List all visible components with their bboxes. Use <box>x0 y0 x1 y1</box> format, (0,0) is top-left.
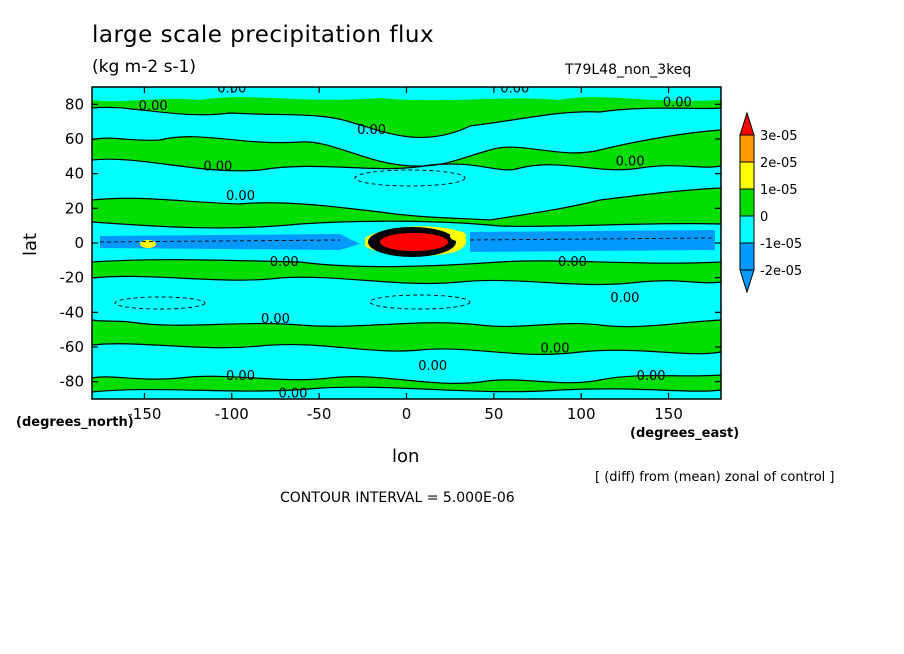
x-tick-label: -50 <box>307 405 332 423</box>
colorbar-label: -1e-05 <box>760 237 802 252</box>
y-tick-label: -20 <box>60 269 85 287</box>
colorbar-segment <box>739 215 755 244</box>
contour-label: 0.00 <box>278 387 307 402</box>
colorbar-segment <box>739 134 755 163</box>
contour-label: 0.00 <box>261 312 290 327</box>
y-tick-label: 80 <box>65 95 84 113</box>
contour-label: 0.00 <box>663 95 692 110</box>
contour-label: 0.00 <box>139 99 168 114</box>
y-tick-label: -40 <box>60 303 85 321</box>
colorbar-under-arrow <box>739 269 755 294</box>
y-tick-label: 40 <box>65 165 84 183</box>
colorbar-over-arrow <box>739 111 755 136</box>
contour-label: 0.00 <box>558 255 587 270</box>
colorbar-label: 2e-05 <box>760 156 798 171</box>
contour-label: 0.00 <box>500 81 529 96</box>
x-tick-label: 100 <box>567 405 596 423</box>
contour-lines <box>92 106 721 393</box>
x-axis-units: (degrees_east) <box>630 426 740 441</box>
plot-area: 0.00 0.00 0.00 0.00 0.00 0.00 0.00 0.00 0.00 0.00… <box>92 81 721 402</box>
chart-units: (kg m-2 s-1) <box>92 57 197 77</box>
contour-label: 0.00 <box>610 291 639 306</box>
x-tick-label: 0 <box>402 405 412 423</box>
x-tick-label: 50 <box>484 405 503 423</box>
y-axis-units: (degrees_north) <box>16 415 134 430</box>
y-tick-label: 60 <box>65 130 84 148</box>
contour-label: 0.00 <box>541 341 570 356</box>
colorbar-label: -2e-05 <box>760 264 802 279</box>
x-tick-label: 150 <box>654 405 683 423</box>
region-max-positive <box>380 233 448 251</box>
y-tick-label: 20 <box>65 199 84 217</box>
region-negative <box>92 276 721 327</box>
y-axis: 80 60 40 20 0 -20 -40 -60 -80 <box>60 95 721 391</box>
contour-label: 0.00 <box>226 369 255 384</box>
y-axis-label: lat <box>20 232 41 256</box>
contour-label: 0.00 <box>616 154 645 169</box>
contour-label: 0.00 <box>270 255 299 270</box>
contour-label: 0.00 <box>226 189 255 204</box>
region-negative <box>92 87 721 102</box>
region-negative <box>92 159 721 220</box>
diff-note: [ (diff) from (mean) zonal of control ] <box>595 470 835 485</box>
colorbar-segment <box>739 188 755 217</box>
contour-label: 0.00 <box>418 359 447 374</box>
colorbar: 3e-05 2e-05 1e-05 0 -1e-05 -2e-05 <box>739 111 802 294</box>
negative-contours <box>99 169 716 310</box>
contour-label: 0.00 <box>203 159 232 174</box>
x-axis: -150 -100 -50 0 50 100 150 <box>127 87 683 423</box>
contour-label: 0.00 <box>637 369 666 384</box>
chart-title: large scale precipitation flux <box>92 22 435 48</box>
region-positive <box>450 231 466 241</box>
region-strong-negative <box>100 234 360 250</box>
y-tick-label: -60 <box>60 338 85 356</box>
contour-interval: CONTOUR INTERVAL = 5.000E-06 <box>280 490 515 506</box>
colorbar-label: 0 <box>760 210 768 225</box>
y-tick-label: 0 <box>74 234 84 252</box>
run-label: T79L48_non_3keq <box>565 62 692 78</box>
region-strong-negative <box>470 230 715 252</box>
colorbar-label: 1e-05 <box>760 183 798 198</box>
colorbar-label: 3e-05 <box>760 129 798 144</box>
colorbar-segment <box>739 242 755 271</box>
x-tick-label: -100 <box>215 405 249 423</box>
x-axis-label: lon <box>392 446 420 467</box>
y-tick-label: -80 <box>60 373 85 391</box>
x-tick-label: -150 <box>127 405 161 423</box>
colorbar-segment <box>739 161 755 190</box>
contour-label: 0.00 <box>357 123 386 138</box>
